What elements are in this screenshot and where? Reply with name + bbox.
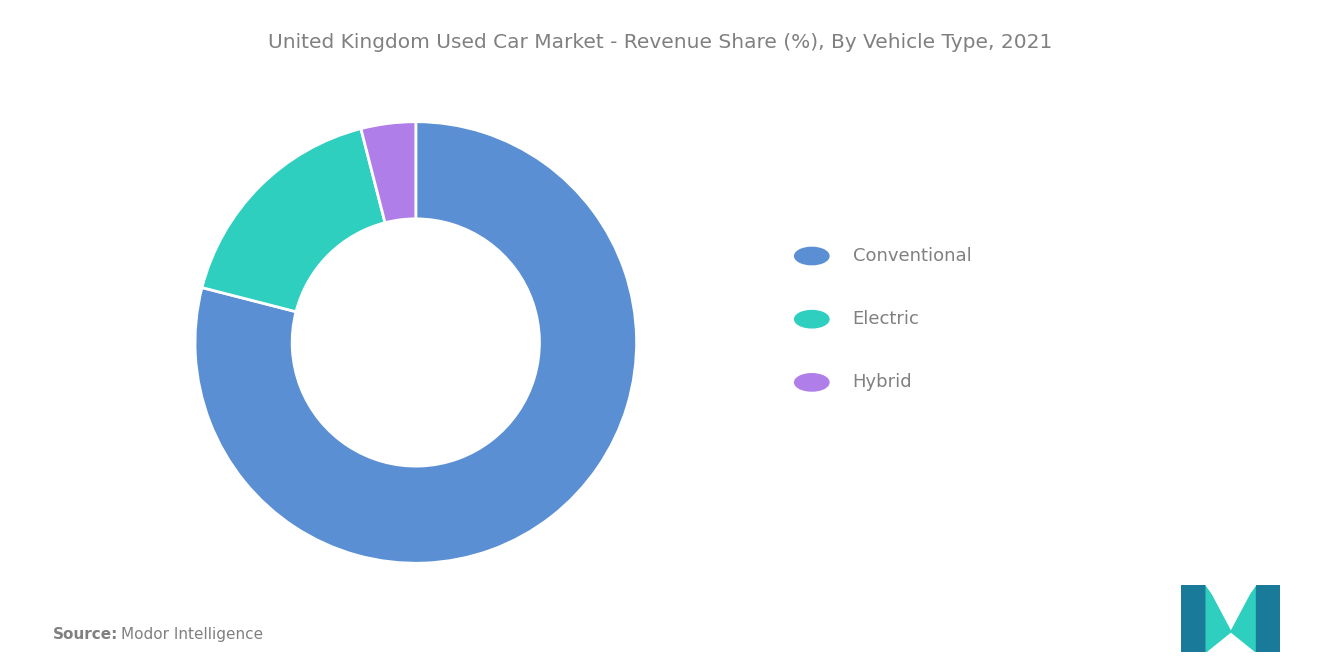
Text: Electric: Electric — [853, 310, 920, 329]
Polygon shape — [1255, 585, 1280, 652]
Text: United Kingdom Used Car Market - Revenue Share (%), By Vehicle Type, 2021: United Kingdom Used Car Market - Revenue… — [268, 33, 1052, 53]
Text: Hybrid: Hybrid — [853, 373, 912, 392]
Wedge shape — [195, 122, 636, 563]
Wedge shape — [360, 122, 416, 223]
Polygon shape — [1206, 585, 1232, 652]
Text: Conventional: Conventional — [853, 247, 972, 265]
Polygon shape — [1206, 585, 1255, 618]
Wedge shape — [202, 128, 385, 312]
Text: Source:: Source: — [53, 626, 119, 642]
Polygon shape — [1181, 585, 1206, 652]
Polygon shape — [1232, 585, 1255, 652]
Text: Modor Intelligence: Modor Intelligence — [121, 626, 264, 642]
